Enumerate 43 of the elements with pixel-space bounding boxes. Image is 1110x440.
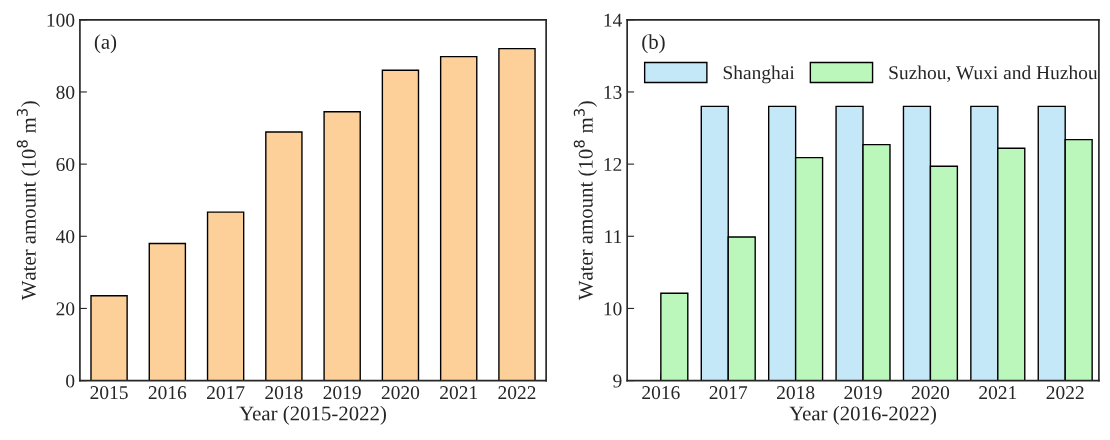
x-tick-label: 2022 xyxy=(498,386,536,400)
x-tick-label: 2016 xyxy=(642,386,680,400)
x-tick-label: 2022 xyxy=(1046,386,1084,400)
y-tick-label: 20 xyxy=(56,302,75,316)
annotation: (b) xyxy=(642,34,665,54)
x-tick-label: 2016 xyxy=(148,386,187,400)
legend-label: Shanghai xyxy=(723,65,795,84)
y-tick-label: 100 xyxy=(47,13,75,27)
x-tick-label: 2021 xyxy=(979,386,1017,400)
bar xyxy=(323,111,361,381)
y-tick-label: 12 xyxy=(604,157,622,171)
bar xyxy=(206,211,245,381)
y-tick-label: 60 xyxy=(56,157,75,172)
annotation: (a) xyxy=(94,34,117,54)
bar xyxy=(148,242,187,381)
y-axis-title: Water amount (10$^{8}$ m$^{3}$) xyxy=(573,101,597,301)
x-axis-title: Year (2016-2022) xyxy=(789,405,936,425)
x-tick-label: 2015 xyxy=(90,386,128,400)
y-axis-title: Water amount (10$^{8}$ m$^{3}$) xyxy=(16,101,41,301)
y-tick-label: 0 xyxy=(66,374,75,388)
x-tick-label: 2018 xyxy=(265,386,303,400)
x-tick-label: 2019 xyxy=(323,386,361,400)
y-tick-label: 9 xyxy=(613,374,622,388)
x-tick-label: 2019 xyxy=(844,386,882,400)
x-tick-label: 2020 xyxy=(911,386,950,400)
y-tick-label: 11 xyxy=(605,230,622,244)
y-tick-label: 40 xyxy=(55,230,75,244)
bar xyxy=(439,55,478,381)
x-tick-label: 2017 xyxy=(709,386,748,400)
x-tick-label: 2021 xyxy=(440,386,477,400)
x-tick-label: 2018 xyxy=(777,386,815,400)
y-tick-label: 10 xyxy=(604,302,622,316)
bar xyxy=(498,47,536,381)
y-tick-label: 80 xyxy=(56,85,75,99)
x-tick-label: 2020 xyxy=(381,386,420,400)
y-tick-label: 13 xyxy=(604,85,622,99)
x-axis-title: Year (2015-2022) xyxy=(239,405,386,425)
bar xyxy=(381,69,420,381)
x-tick-label: 2017 xyxy=(207,386,245,400)
legend-label: Suzhou, Wuxi and Huzhou xyxy=(889,65,1098,83)
y-tick-label: 14 xyxy=(604,13,622,27)
bar xyxy=(265,131,303,381)
bar xyxy=(90,295,128,381)
